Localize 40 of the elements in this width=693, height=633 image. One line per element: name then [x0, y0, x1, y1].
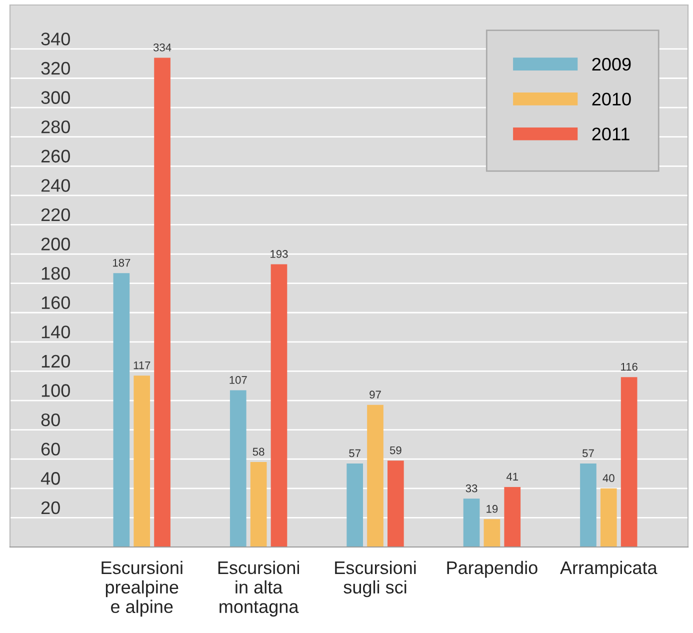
x-tick-label: Escursioni in alta montagna [218, 560, 299, 617]
data-label: 58 [252, 448, 264, 456]
data-label: 33 [466, 484, 478, 492]
x-tick-label: Escursioni prealpine e alpine [102, 560, 182, 617]
y-tick-label: 180 [42, 266, 70, 280]
data-label: 57 [349, 449, 360, 458]
data-label: 59 [390, 446, 402, 454]
y-tick-label: 100 [42, 384, 70, 397]
legend-label: 2011 [592, 128, 630, 140]
y-tick-label: 140 [42, 326, 70, 338]
y-tick-label: 40 [40, 472, 60, 485]
data-label: 193 [270, 250, 288, 258]
data-label: 187 [113, 258, 130, 267]
data-label: 40 [602, 474, 614, 482]
data-label: 97 [370, 390, 381, 399]
data-label: 107 [230, 376, 247, 384]
y-tick-label: 220 [41, 208, 70, 222]
x-tick-label: Escursioni sugli sci [335, 560, 416, 598]
y-tick-label: 200 [41, 238, 70, 250]
y-tick-label: 260 [41, 150, 70, 163]
y-tick-label: 60 [41, 442, 60, 456]
y-tick-label: 160 [42, 296, 70, 310]
data-label: 117 [134, 361, 150, 370]
data-label: 116 [621, 362, 638, 371]
y-tick-label: 340 [41, 32, 70, 46]
legend-label: 2009 [592, 58, 631, 71]
data-label: 19 [486, 504, 498, 513]
y-tick-label: 20 [41, 501, 60, 514]
x-tick-label: Parapendio [447, 560, 538, 578]
data-label: 57 [582, 449, 594, 458]
y-tick-label: 280 [41, 120, 70, 134]
y-tick-label: 240 [41, 179, 70, 192]
y-tick-label: 320 [41, 62, 70, 75]
data-label: 41 [506, 472, 518, 480]
y-tick-label: 80 [41, 413, 60, 426]
y-tick-label: 120 [42, 354, 70, 368]
x-tick-label: Arrampicata [560, 560, 658, 578]
y-tick-label: 300 [41, 91, 70, 104]
data-label: 334 [153, 44, 172, 52]
legend-label: 2010 [592, 92, 631, 106]
